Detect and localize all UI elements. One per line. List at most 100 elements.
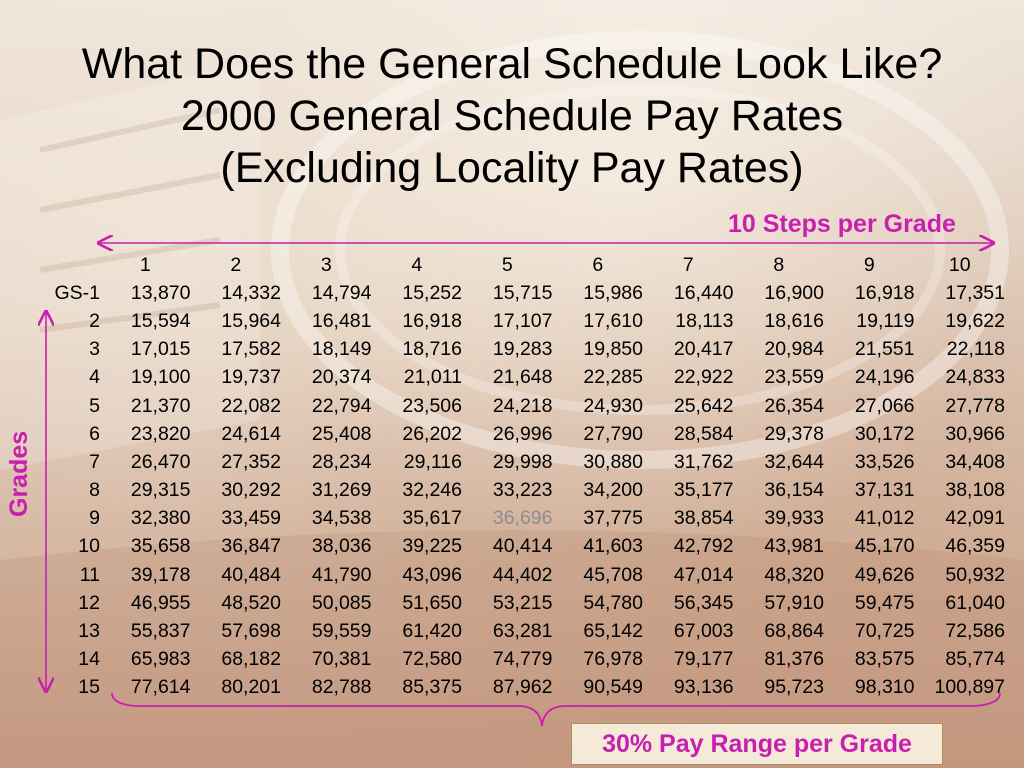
pay-cell: 83,575 [854,648,915,671]
pay-cell: 32,644 [764,450,824,473]
pay-cell: 54,780 [583,591,643,614]
title-line-3: (Excluding Locality Pay Rates) [220,144,804,192]
pay-cell: 26,202 [402,422,462,445]
pay-cell: 39,178 [130,563,191,586]
grade-cell: 10 [78,535,100,558]
step-header: 3 [320,253,332,276]
pay-cell: 16,440 [673,281,734,304]
pay-cell: 19,622 [945,309,1005,332]
pay-cell: 25,642 [673,394,734,417]
pay-cell: 41,012 [854,507,915,530]
grade-cell: 4 [89,366,100,389]
pay-cell: 18,149 [311,338,372,361]
table-body: GS-1 13,870 14,332 14,794 15,252 15,715 15,986… [18,279,1005,702]
pay-cell: 61,040 [945,591,1005,614]
pay-cell: 76,978 [583,648,643,671]
pay-cell: 68,182 [221,648,281,671]
pay-cell: 72,586 [945,620,1005,643]
pay-cell: 77,614 [130,676,191,699]
grade-cell: 15 [78,676,100,699]
pay-range-annotation: 30% Pay Range per Grade [571,723,943,765]
table-row: 9 32,380 33,459 34,538 35,617 36,696 37,775 38,… [18,505,1005,533]
pay-cell: 48,520 [221,591,281,614]
pay-cell: 41,603 [583,535,643,558]
pay-cell: 16,918 [854,281,915,304]
pay-cell: 27,790 [583,422,643,445]
pay-cell: 56,345 [673,591,734,614]
pay-cell: 39,933 [764,507,824,530]
pay-cell: 45,170 [854,535,915,558]
pay-cell: 32,246 [402,479,462,502]
table-row: 13 55,837 57,698 59,559 61,420 63,281 65,142 67… [18,617,1005,645]
grade-cell: 7 [89,450,100,473]
grade-cell: 12 [78,591,100,614]
step-header: 2 [230,253,242,276]
pay-cell: 100,897 [934,676,1006,699]
pay-cell: 70,381 [311,648,372,671]
table-row: 5 21,370 22,082 22,794 23,506 24,218 24,930 25,… [18,392,1005,420]
pay-cell: 25,408 [311,422,372,445]
pay-cell: 39,225 [402,535,462,558]
step-header: 9 [863,253,875,276]
pay-cell: 17,582 [221,338,281,361]
pay-cell: 68,864 [764,620,824,643]
step-header: 5 [501,253,513,276]
table-row: 10 35,658 36,847 38,036 39,225 40,414 41,603 42… [18,533,1005,561]
table-row: 3 17,015 17,582 18,149 18,716 19,283 19,850 20,… [18,336,1005,364]
pay-cell: 27,352 [221,450,281,473]
pay-cell: 50,932 [945,563,1005,586]
pay-cell: 23,820 [130,422,191,445]
pay-cell: 43,096 [402,563,462,586]
grade-cell: 8 [89,479,100,502]
pay-cell: 20,984 [764,338,824,361]
pay-cell: 26,470 [130,450,191,473]
pay-cell: 14,332 [221,281,281,304]
pay-cell: 30,880 [583,450,643,473]
pay-cell: 85,375 [402,676,462,699]
steps-annotation: 10 Steps per Grade [728,210,956,238]
table-row: 12 46,955 48,520 50,085 51,650 53,215 54,780 56… [18,589,1005,617]
pay-cell: 30,172 [854,422,915,445]
pay-cell: 28,234 [311,450,372,473]
pay-cell: 80,201 [221,676,281,699]
grade-cell: 14 [78,648,100,671]
pay-cell: 16,481 [311,309,372,332]
pay-cell: 29,998 [492,450,553,473]
pay-cell: 24,614 [221,422,281,445]
pay-cell: 98,310 [854,676,915,699]
pay-cell: 50,085 [311,591,372,614]
pay-cell: 70,725 [854,620,915,643]
grade-cell: 6 [89,422,100,445]
pay-cell: 93,136 [673,676,734,699]
grade-header-cell [18,251,100,279]
step-header: 8 [773,253,785,276]
pay-cell: 34,538 [311,507,372,530]
pay-cell: 44,402 [492,563,553,586]
pay-cell: 24,930 [583,394,643,417]
step-header: 1 [139,253,151,276]
pay-cell: 15,986 [583,281,643,304]
table-row: 7 26,470 27,352 28,234 29,116 29,998 30,880 31,… [18,448,1005,476]
step-header: 7 [682,253,694,276]
pay-cell: 23,559 [764,366,824,389]
pay-cell: 40,484 [221,563,281,586]
pay-cell: 36,847 [221,535,281,558]
grade-cell: 9 [89,507,100,530]
pay-cell: 38,108 [945,479,1005,502]
pay-cell: 16,900 [764,281,824,304]
grade-cell: 13 [78,620,100,643]
table-row: 15 77,614 80,201 82,788 85,375 87,962 90,549 93… [18,674,1005,702]
pay-cell: 81,376 [764,648,824,671]
pay-cell: 13,870 [130,281,191,304]
pay-cell: 20,374 [311,366,372,389]
pay-cell: 18,113 [675,309,734,332]
grade-cell: GS-1 [54,281,100,304]
pay-cell: 22,794 [311,394,372,417]
pay-cell: 27,066 [854,394,915,417]
step-header: 4 [411,253,423,276]
pay-cell: 53,215 [492,591,553,614]
pay-cell: 33,526 [854,450,915,473]
table-row: 11 39,178 40,484 41,790 43,096 44,402 45,708 47… [18,561,1005,589]
pay-cell: 17,610 [583,309,643,332]
pay-cell: 61,420 [402,620,462,643]
